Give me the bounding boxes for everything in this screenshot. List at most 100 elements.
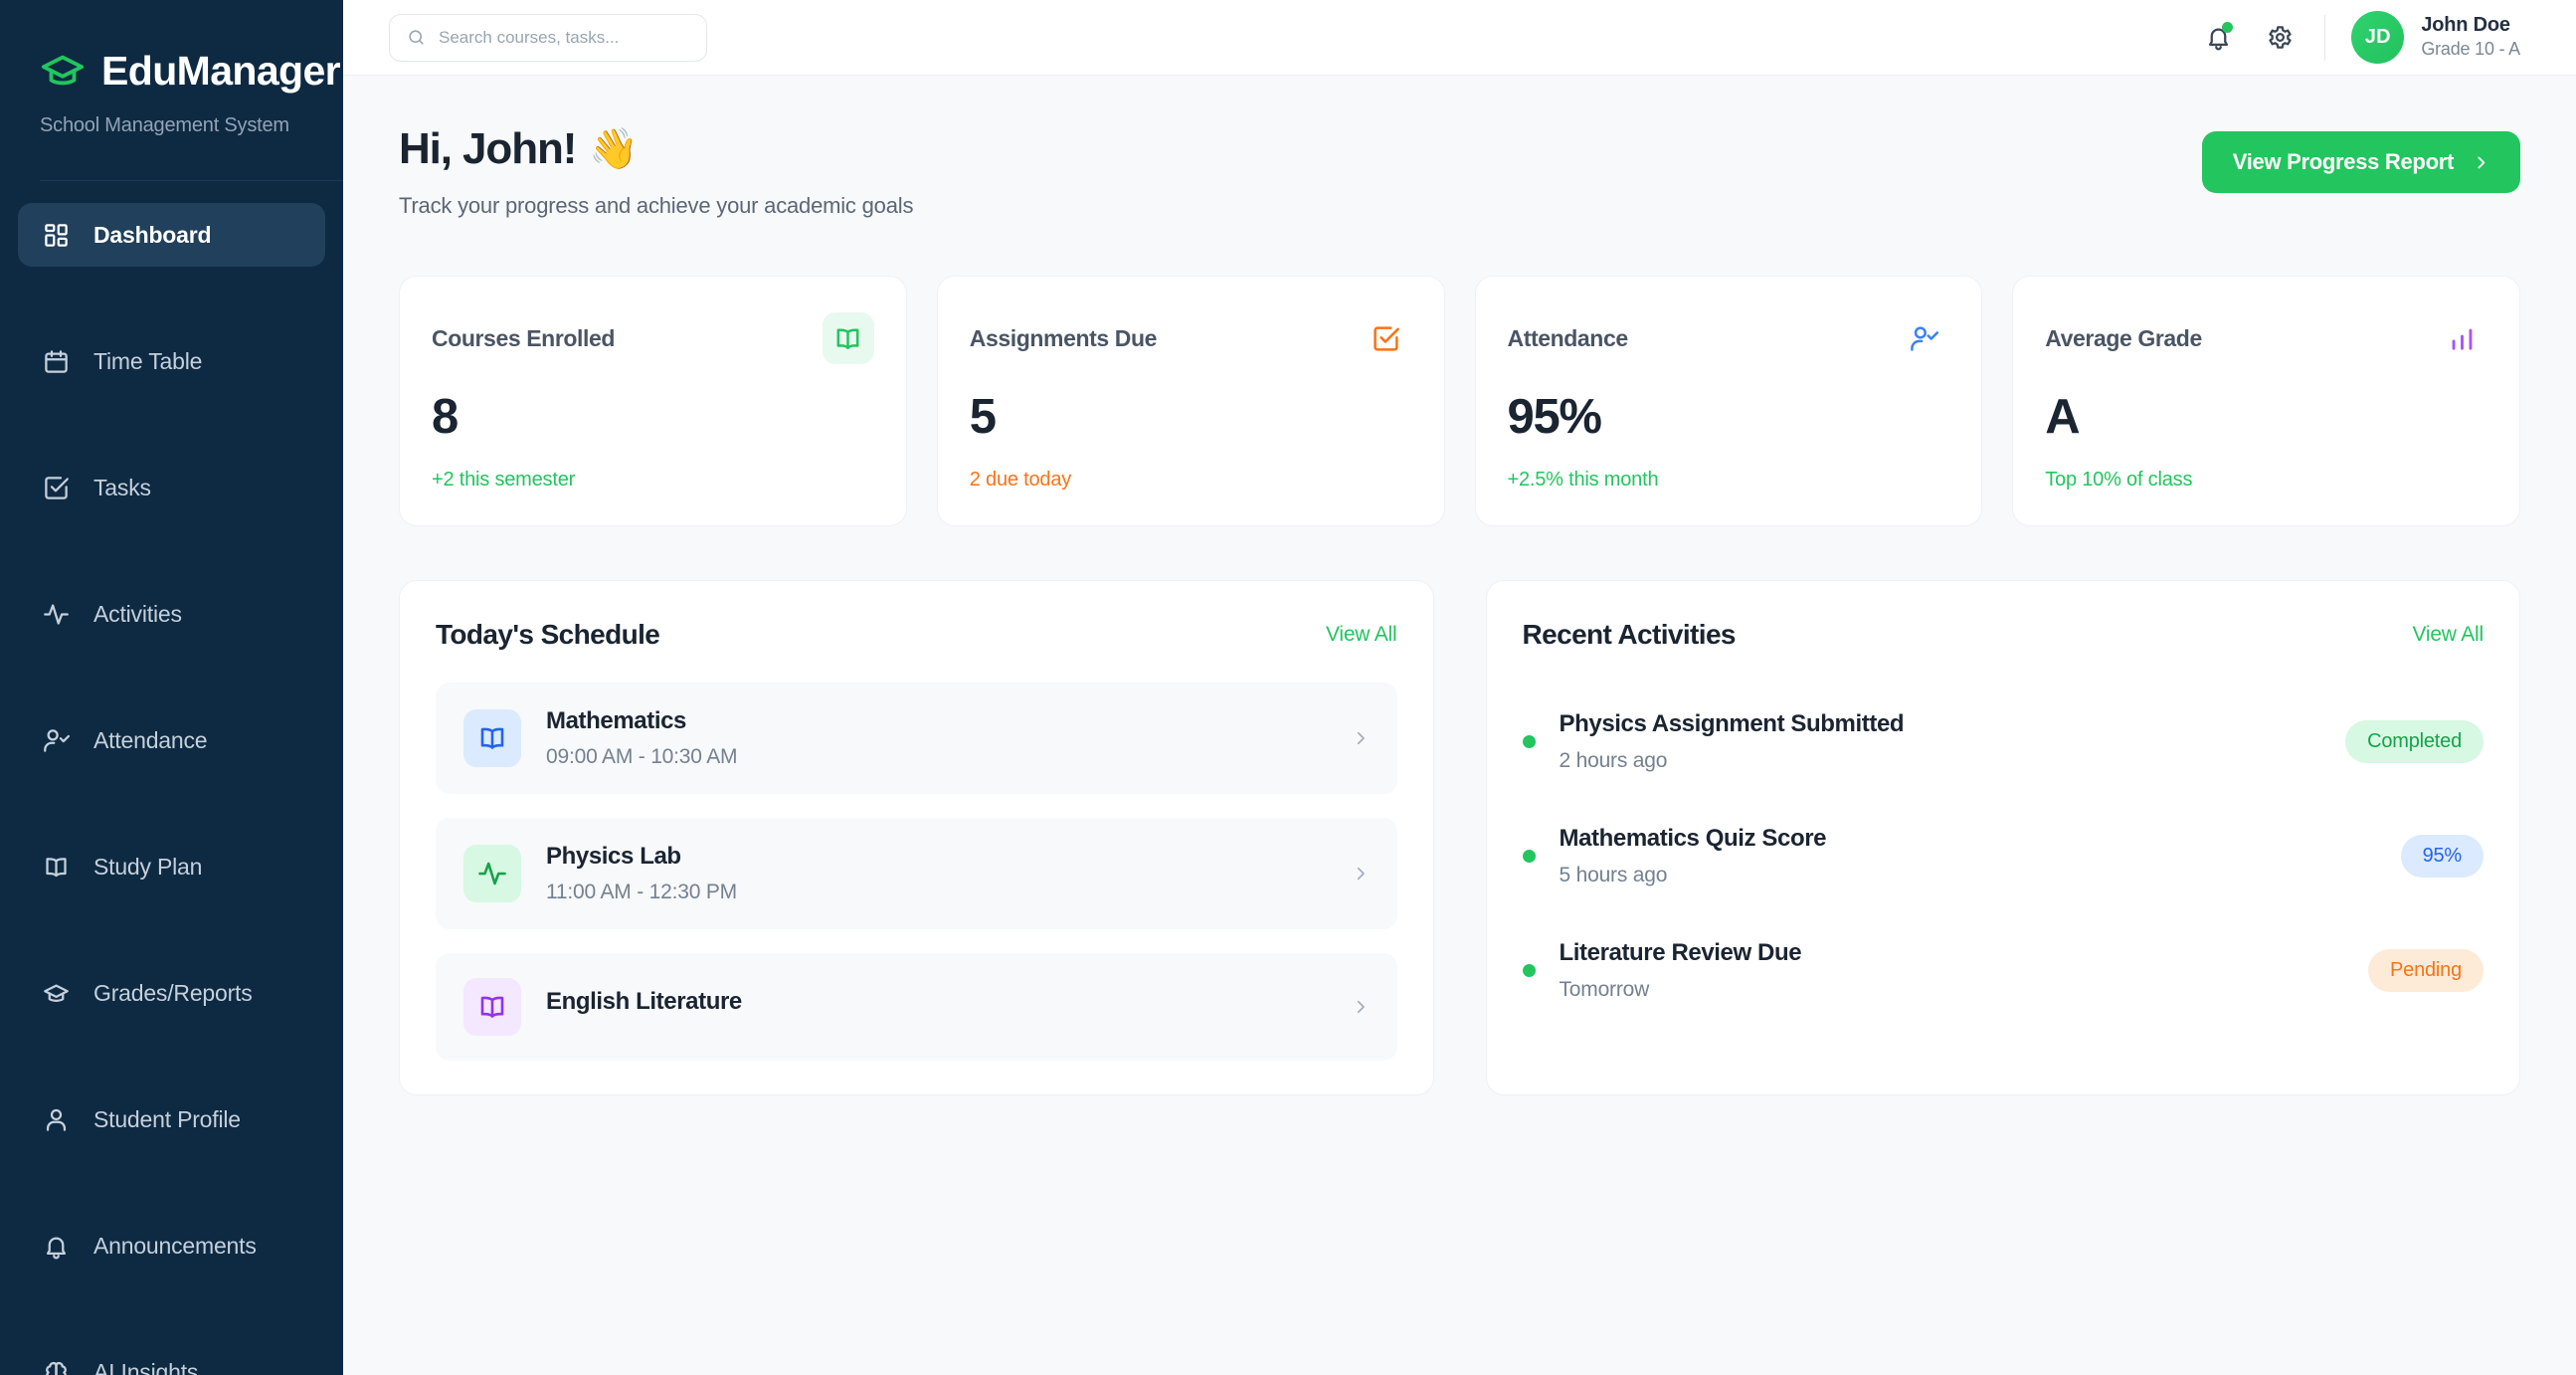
sidebar-item-dashboard[interactable]: Dashboard — [18, 203, 325, 267]
sidebar-item-study-plan[interactable]: Study Plan — [18, 835, 325, 898]
schedule-item-name: English Literature — [546, 988, 742, 1016]
activity-time: Tomorrow — [1559, 978, 1650, 1002]
sidebar: EduManager School Management System Dash… — [0, 0, 343, 1375]
view-progress-report-button[interactable]: View Progress Report — [2201, 131, 2520, 193]
status-badge: Completed — [2345, 720, 2484, 764]
schedule-item-time: 11:00 AM - 12:30 PM — [546, 881, 737, 904]
panel-title: Recent Activities — [1522, 619, 1737, 651]
search-icon — [409, 30, 424, 45]
chevron-right-icon[interactable] — [1352, 865, 1370, 883]
greeting-title: Hi, John! — [399, 124, 577, 173]
topbar-actions: JD John Doe Grade 10 - A — [2195, 11, 2520, 64]
sidebar-item-attendance[interactable]: Attendance — [18, 708, 325, 772]
panels-row: Today's Schedule View All — [399, 580, 2520, 1096]
activity-name: Literature Review Due — [1559, 939, 1802, 967]
list-item[interactable]: Mathematics 09:00 AM - 10:30 AM — [436, 683, 1397, 795]
avatar: JD — [2351, 11, 2405, 64]
user-name: John Doe — [2421, 14, 2510, 37]
sidebar-item-label: Activities — [93, 600, 182, 627]
stat-title: Courses Enrolled — [432, 324, 616, 351]
bar-chart-icon — [2452, 328, 2472, 350]
book-open-icon — [836, 328, 859, 349]
waving-hand-icon: 👋 — [589, 127, 639, 172]
stat-card-assignments-due[interactable]: Assignments Due 5 2 due today — [936, 276, 1445, 527]
activities-list: Physics Assignment Submitted 2 hours ago… — [1522, 685, 2484, 1028]
stat-value: 5 — [969, 390, 997, 445]
stat-card-attendance[interactable]: Attendance 95% +2.5% this month — [1474, 276, 1983, 527]
schedule-list: Mathematics 09:00 AM - 10:30 AM — [436, 683, 1397, 1062]
schedule-item-icon-wrap — [463, 845, 521, 903]
list-item[interactable]: Literature Review Due Tomorrow Pending — [1522, 913, 2484, 1028]
status-badge: Pending — [2368, 949, 2484, 993]
sidebar-item-label: Time Table — [93, 347, 203, 374]
settings-button[interactable] — [2257, 15, 2302, 61]
sidebar-item-label: AI Insights — [93, 1358, 199, 1375]
list-item[interactable]: Physics Lab 11:00 AM - 12:30 PM — [436, 818, 1397, 930]
sidebar-item-tasks[interactable]: Tasks — [18, 456, 325, 519]
list-item[interactable]: Mathematics Quiz Score 5 hours ago 95% — [1522, 799, 2484, 913]
stat-title: Assignments Due — [969, 324, 1158, 351]
notification-badge-dot — [2222, 21, 2234, 33]
dashboard-content: Hi, John! 👋 Track your progress and achi… — [343, 76, 2576, 1375]
sidebar-item-label: Grades/Reports — [93, 979, 253, 1006]
chevron-right-icon[interactable] — [1352, 729, 1370, 747]
sidebar-item-grades-reports[interactable]: Grades/Reports — [18, 961, 325, 1025]
status-dot-icon — [1522, 964, 1536, 978]
search-box[interactable] — [389, 13, 707, 62]
sidebar-item-label: Dashboard — [93, 221, 212, 248]
activity-pulse-icon — [44, 603, 69, 625]
stat-value: A — [2045, 390, 2080, 445]
grid-icon — [45, 223, 68, 247]
schedule-item-name: Mathematics — [546, 707, 686, 735]
topbar-divider — [2324, 14, 2326, 61]
bell-icon — [2208, 28, 2228, 51]
stat-icon-wrap — [2436, 312, 2487, 365]
schedule-item-icon-wrap — [463, 978, 521, 1037]
sidebar-item-time-table[interactable]: Time Table — [18, 329, 325, 393]
sidebar-nav: Dashboard Time Table Tasks — [0, 181, 343, 1375]
notifications-button[interactable] — [2195, 15, 2241, 61]
status-badge: 95% — [2400, 835, 2484, 879]
search-input[interactable] — [439, 27, 689, 48]
list-item[interactable]: English Literature — [436, 953, 1397, 1062]
stat-cards: Courses Enrolled 8 +2 this semester A — [399, 276, 2520, 527]
sidebar-item-ai-insights[interactable]: AI Insights — [18, 1340, 325, 1375]
sidebar-item-label: Attendance — [93, 726, 208, 753]
panel-title: Today's Schedule — [436, 619, 660, 651]
book-open-icon — [46, 857, 67, 877]
sidebar-item-activities[interactable]: Activities — [18, 582, 325, 646]
graduation-cap-icon — [44, 984, 69, 1002]
status-dot-icon — [1522, 850, 1536, 864]
stat-card-average-grade[interactable]: Average Grade A Top 10% of class — [2012, 276, 2520, 527]
chevron-right-icon[interactable] — [1352, 998, 1370, 1016]
user-menu[interactable]: JD John Doe Grade 10 - A — [2351, 11, 2520, 64]
sidebar-item-label: Tasks — [93, 474, 151, 500]
book-open-icon — [480, 996, 504, 1019]
sidebar-item-label: Study Plan — [93, 853, 203, 880]
stat-card-courses-enrolled[interactable]: Courses Enrolled 8 +2 this semester — [399, 276, 907, 527]
book-open-icon — [480, 727, 504, 750]
schedule-view-all-link[interactable]: View All — [1325, 623, 1397, 647]
schedule-item-time: 09:00 AM - 10:30 AM — [546, 745, 738, 769]
schedule-item-name: Physics Lab — [546, 843, 681, 871]
stat-delta: +2 this semester — [432, 469, 576, 491]
list-item[interactable]: Physics Assignment Submitted 2 hours ago… — [1522, 685, 2484, 799]
user-check-icon — [1910, 326, 1938, 351]
brand-name: EduManager — [101, 47, 341, 94]
activity-name: Physics Assignment Submitted — [1559, 710, 1905, 738]
sidebar-item-student-profile[interactable]: Student Profile — [18, 1087, 325, 1151]
gear-icon — [2269, 26, 2292, 49]
sidebar-item-label: Student Profile — [93, 1105, 241, 1132]
check-square-icon — [1374, 326, 1399, 351]
activities-view-all-link[interactable]: View All — [2412, 623, 2484, 647]
sidebar-item-announcements[interactable]: Announcements — [18, 1214, 325, 1277]
graduation-cap-icon — [41, 55, 85, 86]
stat-icon-wrap — [822, 312, 874, 365]
user-icon — [46, 1108, 67, 1131]
stat-value: 95% — [1507, 390, 1602, 445]
brand-subtitle: School Management System — [40, 114, 289, 136]
user-meta: Grade 10 - A — [2421, 39, 2520, 60]
activity-time: 2 hours ago — [1559, 749, 1668, 773]
greeting-block: Hi, John! 👋 Track your progress and achi… — [399, 124, 913, 219]
